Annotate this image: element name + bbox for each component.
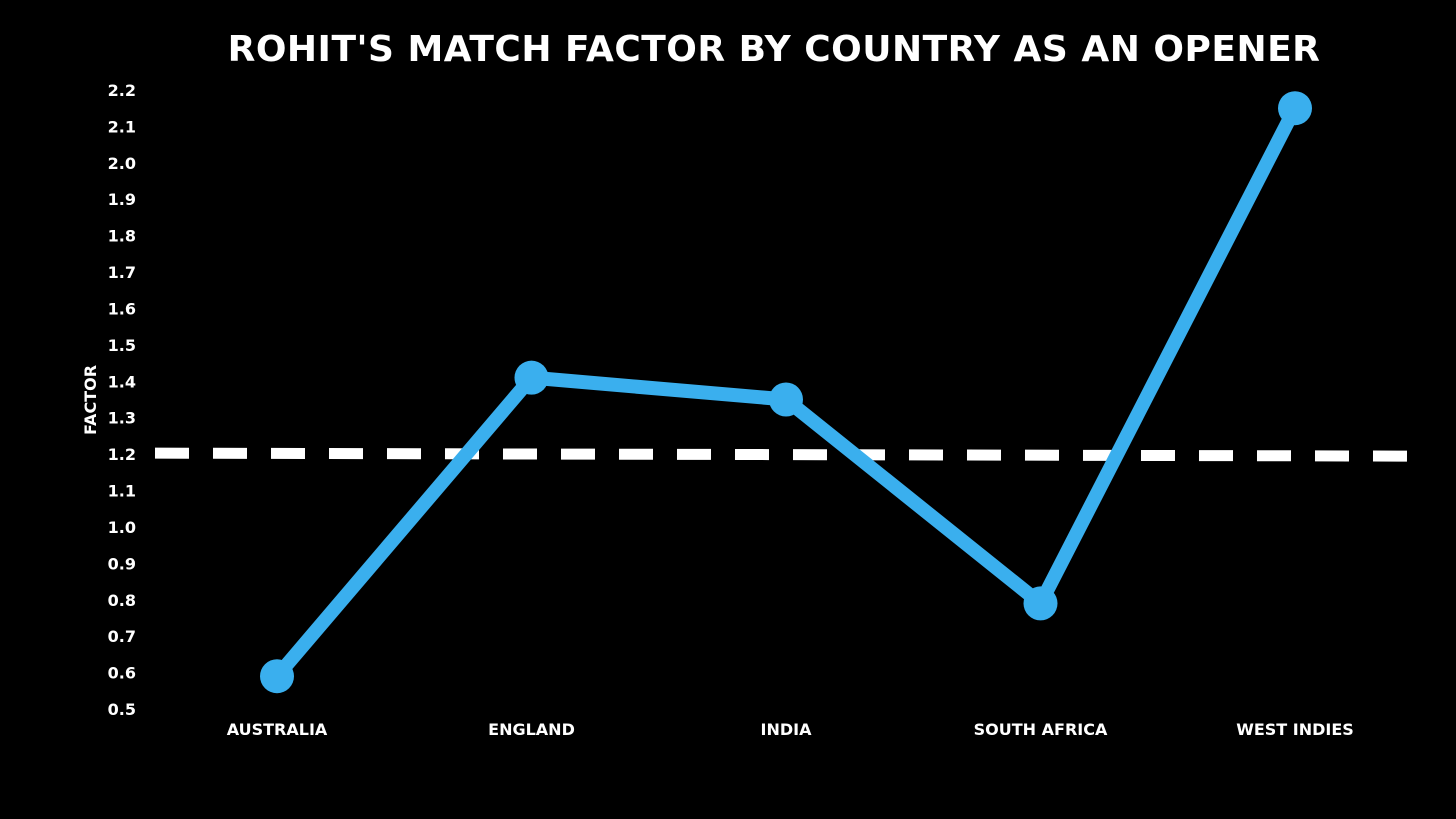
y-tick-label: 1.6 [108,299,136,318]
y-tick-label: 1.1 [108,482,136,501]
x-axis-ticks: AUSTRALIA ENGLAND INDIA SOUTH AFRICA WEST IN… [227,720,1354,739]
data-point [769,382,803,417]
x-tick-label: SOUTH AFRICA [974,720,1108,739]
y-tick-label: 1.7 [108,263,136,282]
reference-line-layer [154,447,1421,462]
y-axis-ticks: 0.5 0.6 0.7 0.8 0.9 1.0 1.1 1.2 1.3 1.4 1.5 1.6 1.7 1… [108,81,136,719]
y-tick-label: 0.6 [108,664,136,683]
y-tick-label: 0.8 [108,591,136,610]
y-tick-label: 1.5 [108,336,136,355]
chart-title: ROHIT'S MATCH FACTOR BY COUNTRY AS AN OP… [228,29,1321,70]
series-layer [260,91,1312,694]
y-tick-label: 2.1 [108,117,136,136]
y-tick-label: 2.2 [108,81,136,100]
y-axis-label: FACTOR [81,365,100,435]
reference-line [154,447,1421,462]
x-tick-label: ENGLAND [488,720,575,739]
y-tick-label: 0.5 [108,700,136,719]
y-tick-label: 1.0 [108,518,136,537]
data-point [1023,586,1058,621]
x-tick-label: WEST INDIES [1236,720,1354,739]
y-tick-label: 1.2 [108,445,136,464]
y-tick-label: 1.3 [108,409,136,428]
y-tick-label: 0.9 [108,554,136,573]
y-tick-label: 1.4 [108,372,136,391]
x-tick-label: INDIA [761,720,813,739]
y-tick-label: 0.7 [108,627,136,646]
data-point [260,659,294,694]
data-point [514,360,549,395]
x-tick-label: AUSTRALIA [227,720,328,739]
y-tick-label: 1.9 [108,190,136,209]
y-tick-label: 1.8 [108,227,136,246]
data-point [1278,91,1312,126]
y-tick-label: 2.0 [108,154,136,173]
